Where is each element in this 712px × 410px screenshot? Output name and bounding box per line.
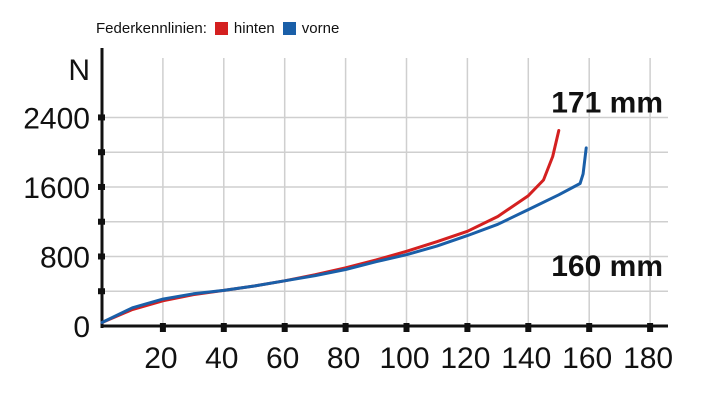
annotation-label: 171 mm — [551, 87, 663, 120]
x-tick-label: 20 — [144, 342, 177, 375]
y-tick-label: 800 — [40, 241, 90, 274]
x-tick-mark-140 — [525, 323, 532, 332]
legend-prefix: Federkennlinien: — [96, 20, 207, 37]
y-axis-label: N — [68, 54, 90, 87]
x-tick-label: 120 — [440, 342, 490, 375]
legend-swatch-hinten — [214, 22, 228, 35]
x-tick-mark-180 — [647, 323, 654, 332]
x-tick-mark-100 — [403, 323, 410, 332]
x-tick-label: 60 — [266, 342, 299, 375]
x-tick-mark-80 — [342, 323, 349, 332]
x-tick-mark-20 — [159, 323, 166, 332]
y-tick-mark-1200 — [98, 218, 105, 225]
x-tick-label: 160 — [562, 342, 612, 375]
y-tick-mark-400 — [98, 288, 105, 295]
series-line-vorne — [100, 146, 588, 324]
y-tick-label: 1600 — [23, 172, 90, 205]
legend-label-hinten: hinten — [233, 20, 275, 37]
y-tick-label: 0 — [73, 311, 90, 344]
x-tick-label: 100 — [379, 342, 429, 375]
annotation-label: 160 mm — [551, 250, 663, 283]
x-tick-mark-160 — [586, 323, 593, 332]
x-tick-label: 80 — [327, 342, 360, 375]
legend-label-vorne: vorne — [301, 20, 340, 37]
x-tick-mark-120 — [464, 323, 471, 332]
y-tick-mark-2000 — [98, 149, 105, 156]
x-tick-label: 180 — [623, 342, 673, 375]
y-tick-mark-1600 — [98, 183, 105, 190]
y-tick-mark-800 — [98, 253, 105, 260]
x-tick-label: 140 — [501, 342, 551, 375]
legend: Federkennlinien: hinten vorne — [96, 20, 339, 37]
y-tick-label: 2400 — [23, 102, 90, 135]
x-tick-label: 40 — [205, 342, 238, 375]
x-tick-mark-40 — [220, 323, 227, 332]
y-tick-mark-2400 — [98, 114, 105, 121]
legend-swatch-vorne — [282, 22, 296, 35]
x-tick-mark-60 — [281, 323, 288, 332]
